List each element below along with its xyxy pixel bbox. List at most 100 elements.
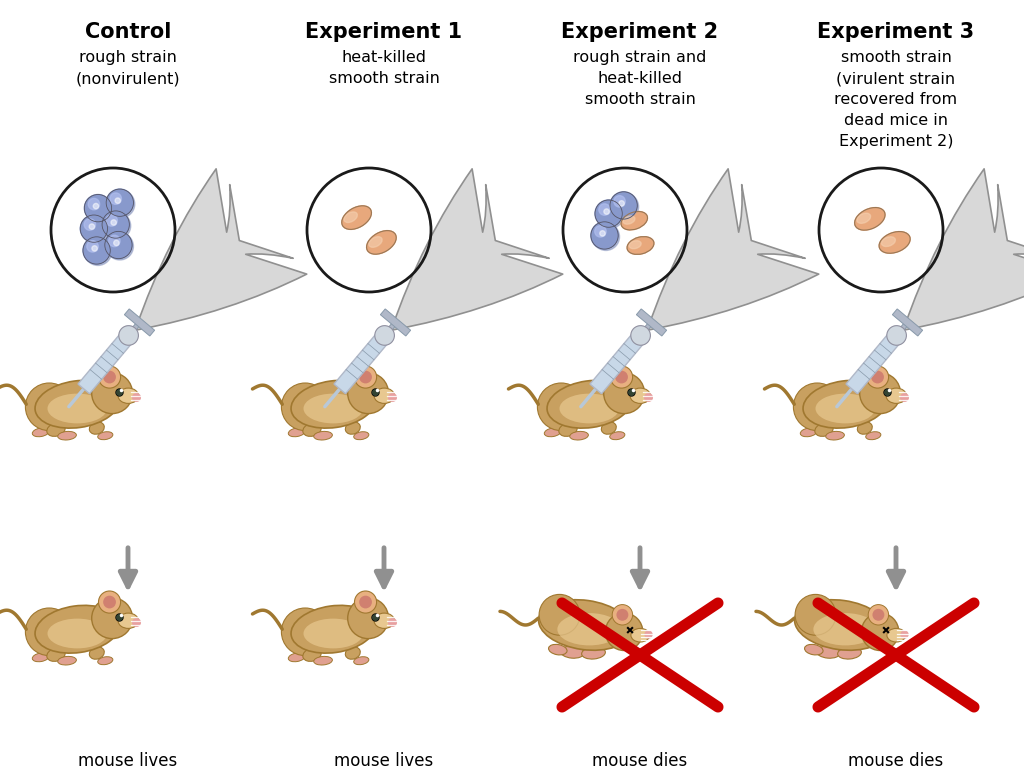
Circle shape	[872, 609, 885, 621]
Circle shape	[795, 594, 836, 636]
Circle shape	[887, 326, 906, 345]
Ellipse shape	[35, 605, 120, 653]
Polygon shape	[334, 326, 394, 393]
Ellipse shape	[582, 647, 605, 659]
Ellipse shape	[815, 423, 834, 436]
Ellipse shape	[57, 656, 77, 665]
Circle shape	[860, 372, 900, 414]
Circle shape	[103, 596, 116, 608]
Ellipse shape	[627, 237, 654, 255]
Circle shape	[105, 215, 118, 226]
Ellipse shape	[118, 388, 138, 404]
Circle shape	[604, 372, 644, 414]
Circle shape	[98, 591, 121, 613]
Ellipse shape	[886, 388, 906, 404]
Circle shape	[108, 190, 135, 218]
Ellipse shape	[559, 423, 578, 436]
Ellipse shape	[353, 431, 369, 440]
Ellipse shape	[348, 615, 368, 634]
Ellipse shape	[569, 431, 589, 440]
Text: rough strain
(nonvirulent): rough strain (nonvirulent)	[76, 50, 180, 86]
Polygon shape	[642, 321, 653, 333]
Ellipse shape	[803, 380, 888, 428]
Circle shape	[92, 246, 97, 251]
Ellipse shape	[623, 216, 635, 224]
Polygon shape	[846, 326, 906, 393]
Ellipse shape	[374, 388, 394, 404]
Ellipse shape	[795, 600, 888, 650]
Circle shape	[348, 598, 388, 639]
Circle shape	[375, 326, 394, 345]
Circle shape	[359, 596, 372, 608]
Circle shape	[359, 371, 372, 383]
Circle shape	[348, 372, 388, 414]
Ellipse shape	[855, 207, 885, 230]
Circle shape	[51, 168, 175, 292]
Circle shape	[106, 233, 133, 260]
Polygon shape	[124, 309, 155, 336]
Ellipse shape	[880, 231, 910, 253]
Circle shape	[599, 204, 610, 215]
Circle shape	[595, 226, 606, 237]
Ellipse shape	[560, 646, 584, 658]
Circle shape	[282, 383, 329, 431]
Ellipse shape	[345, 647, 360, 660]
Ellipse shape	[367, 230, 396, 255]
Text: heat-killed
smooth strain: heat-killed smooth strain	[329, 50, 439, 86]
Circle shape	[819, 168, 943, 292]
Circle shape	[26, 383, 73, 431]
Circle shape	[538, 383, 585, 431]
Ellipse shape	[47, 648, 66, 661]
Ellipse shape	[92, 615, 112, 634]
Circle shape	[103, 371, 116, 383]
Polygon shape	[892, 309, 923, 336]
Circle shape	[92, 372, 132, 414]
Polygon shape	[380, 309, 411, 336]
Circle shape	[106, 189, 133, 217]
Circle shape	[604, 209, 609, 214]
Ellipse shape	[622, 212, 647, 230]
Polygon shape	[130, 321, 141, 333]
Ellipse shape	[857, 422, 872, 435]
Circle shape	[616, 609, 629, 621]
Polygon shape	[590, 326, 650, 393]
Text: mouse dies: mouse dies	[592, 752, 688, 770]
Ellipse shape	[631, 629, 649, 642]
Ellipse shape	[813, 613, 878, 646]
Text: mouse lives: mouse lives	[79, 752, 177, 770]
Ellipse shape	[539, 600, 632, 650]
Ellipse shape	[47, 618, 106, 649]
Circle shape	[104, 231, 132, 258]
Circle shape	[98, 366, 121, 388]
Text: Experiment 2: Experiment 2	[561, 22, 719, 42]
Circle shape	[631, 326, 650, 345]
Circle shape	[86, 196, 113, 223]
Circle shape	[119, 326, 138, 345]
Ellipse shape	[118, 613, 138, 629]
Ellipse shape	[805, 644, 823, 655]
Ellipse shape	[57, 431, 77, 440]
Circle shape	[110, 193, 122, 204]
Circle shape	[605, 613, 643, 650]
Circle shape	[871, 371, 884, 383]
Circle shape	[307, 168, 431, 292]
Ellipse shape	[89, 647, 104, 660]
Circle shape	[610, 366, 633, 388]
Circle shape	[92, 598, 132, 639]
Ellipse shape	[33, 428, 49, 437]
Ellipse shape	[630, 388, 650, 404]
Ellipse shape	[882, 237, 895, 247]
Ellipse shape	[92, 390, 112, 410]
Circle shape	[866, 366, 889, 388]
Polygon shape	[78, 326, 138, 393]
Ellipse shape	[342, 206, 372, 230]
Circle shape	[611, 193, 639, 220]
Ellipse shape	[557, 613, 622, 646]
Circle shape	[88, 199, 99, 210]
Ellipse shape	[816, 646, 840, 658]
Ellipse shape	[47, 423, 66, 436]
Circle shape	[595, 200, 623, 227]
Ellipse shape	[353, 656, 369, 665]
Circle shape	[618, 201, 625, 206]
Text: Experiment 1: Experiment 1	[305, 22, 463, 42]
